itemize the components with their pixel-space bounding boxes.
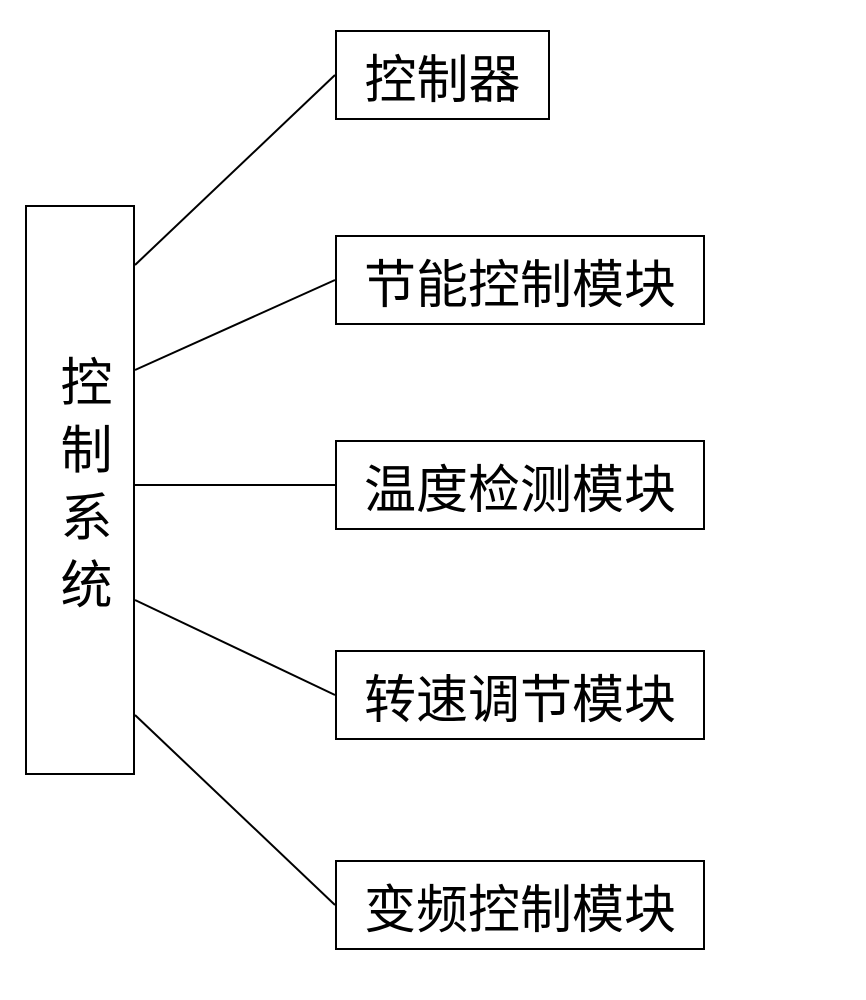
connector-line-2 (135, 280, 335, 370)
module-speed-adjust-label: 转速调节模块 (364, 658, 676, 733)
module-controller: 控制器 (335, 30, 550, 120)
module-energy-saving-label: 节能控制模块 (364, 243, 676, 318)
root-node-label: 控制系统 (54, 355, 106, 625)
diagram-container: 控制系统 控制器 节能控制模块 温度检测模块 转速调节模块 变频控制模块 (0, 0, 866, 1000)
connector-line-1 (135, 75, 335, 265)
connector-line-4 (135, 600, 335, 695)
module-temperature-detect-label: 温度检测模块 (364, 448, 676, 523)
connector-line-5 (135, 715, 335, 905)
module-speed-adjust: 转速调节模块 (335, 650, 705, 740)
module-controller-label: 控制器 (364, 38, 520, 113)
module-frequency-control: 变频控制模块 (335, 860, 705, 950)
root-node-control-system: 控制系统 (25, 205, 135, 775)
module-temperature-detect: 温度检测模块 (335, 440, 705, 530)
module-frequency-control-label: 变频控制模块 (364, 868, 676, 943)
module-energy-saving: 节能控制模块 (335, 235, 705, 325)
